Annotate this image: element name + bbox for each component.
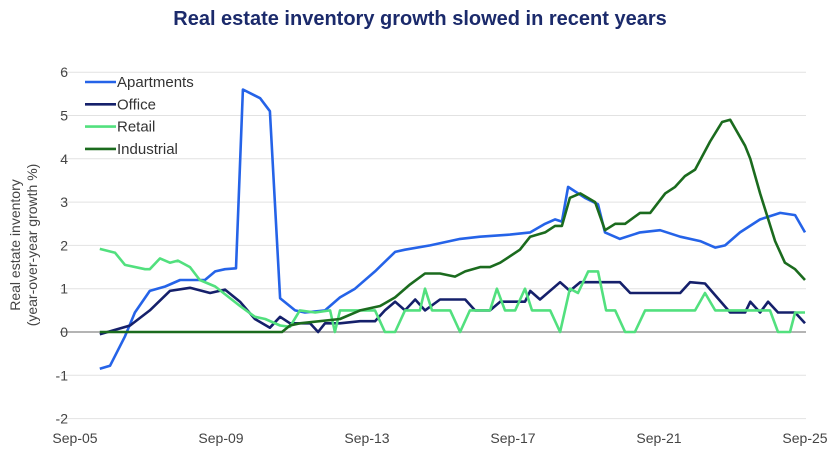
y-tick-label: 0 xyxy=(60,324,68,340)
y-tick-label: -2 xyxy=(56,411,69,427)
y-tick-label: 5 xyxy=(60,108,68,124)
legend-label-retail: Retail xyxy=(117,119,155,136)
series-line-industrial xyxy=(99,118,806,334)
x-tick-label: Sep-25 xyxy=(782,430,827,446)
y-tick-label: 1 xyxy=(60,281,68,297)
legend-label-office: Office xyxy=(117,96,156,113)
legend: Apartments Office Retail Industrial xyxy=(85,74,194,158)
x-tick-label: Sep-17 xyxy=(490,430,535,446)
y-tick-label: 4 xyxy=(60,151,68,167)
y-tick-label: 3 xyxy=(60,194,68,210)
y-tick-label: 2 xyxy=(60,237,68,253)
legend-label-industrial: Industrial xyxy=(117,141,178,158)
x-tick-label: Sep-13 xyxy=(344,430,389,446)
y-axis-label-line2: (year-over-year growth %) xyxy=(24,164,40,327)
x-tick-labels: Sep-05 Sep-09 Sep-13 Sep-17 Sep-21 Sep-25 xyxy=(52,430,827,446)
x-tick-label: Sep-05 xyxy=(52,430,97,446)
y-tick-label: 6 xyxy=(60,64,68,80)
chart-title: Real estate inventory growth slowed in r… xyxy=(173,8,667,30)
x-tick-label: Sep-09 xyxy=(198,430,243,446)
series-line-retail xyxy=(99,247,805,334)
series-line-office xyxy=(99,280,806,336)
y-tick-label: -1 xyxy=(56,367,69,383)
y-axis-label-line1: Real estate inventory xyxy=(7,179,23,311)
series-line-apartments xyxy=(99,88,807,371)
x-tick-label: Sep-21 xyxy=(636,430,681,446)
legend-label-apartments: Apartments xyxy=(117,74,194,91)
y-tick-labels: -2 -1 0 1 2 3 4 5 6 xyxy=(56,64,69,426)
series-lines xyxy=(99,88,807,371)
